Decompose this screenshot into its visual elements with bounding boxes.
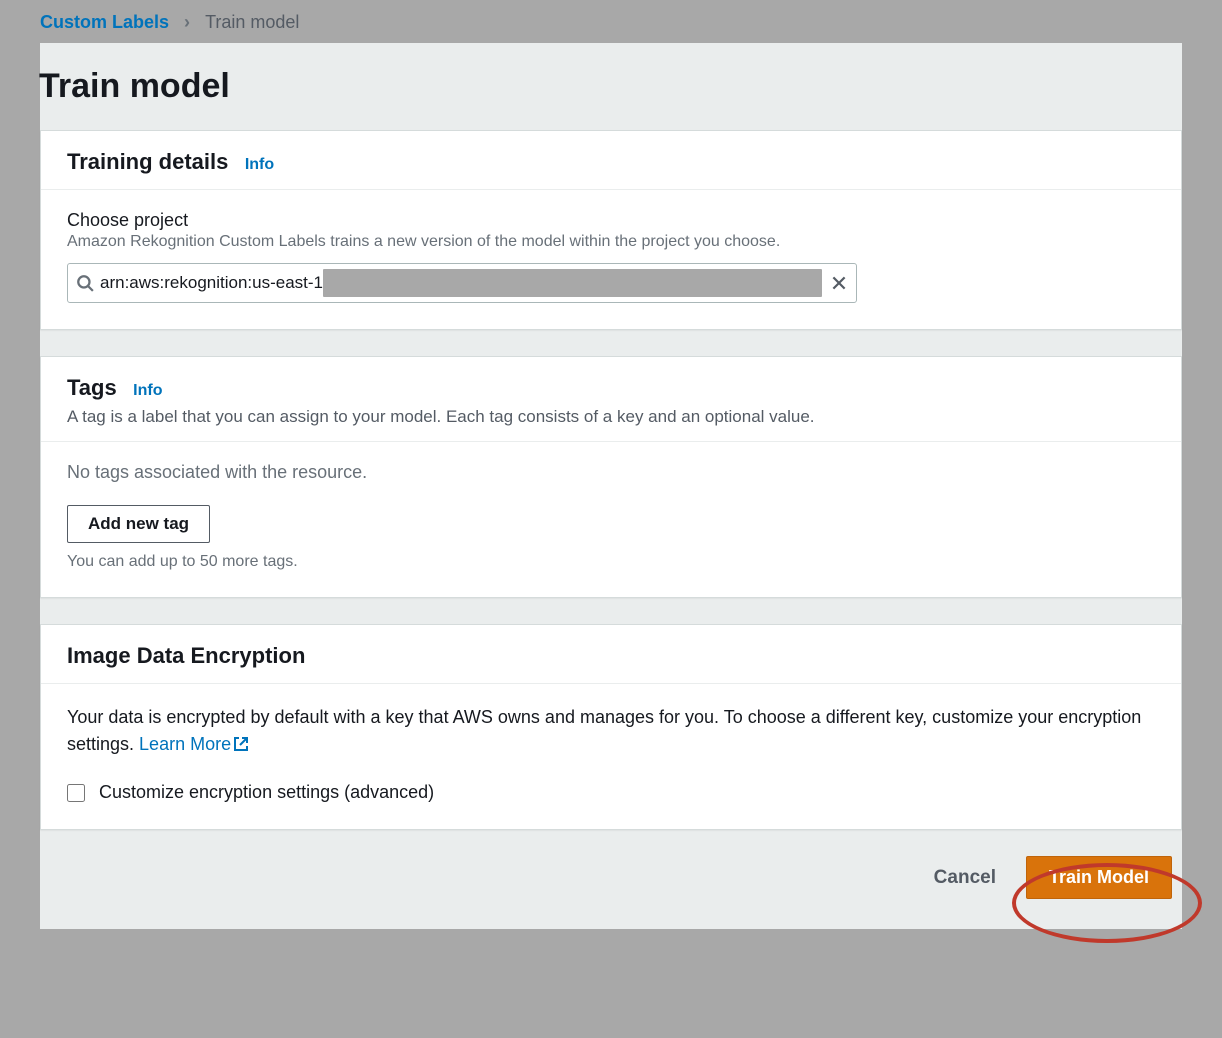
footer-actions: Cancel Train Model xyxy=(40,856,1182,899)
cancel-button[interactable]: Cancel xyxy=(934,867,996,889)
tags-title: Tags xyxy=(67,375,117,401)
page-title: Train model xyxy=(39,43,1182,130)
training-details-body: Choose project Amazon Rekognition Custom… xyxy=(41,190,1181,329)
encryption-description: Your data is encrypted by default with a… xyxy=(67,704,1155,758)
tags-info-link[interactable]: Info xyxy=(133,382,162,399)
encryption-title: Image Data Encryption xyxy=(67,643,305,669)
external-link-icon xyxy=(233,736,249,752)
breadcrumb-root-link[interactable]: Custom Labels xyxy=(40,12,169,32)
training-details-panel: Training details Info Choose project Ama… xyxy=(40,130,1182,330)
tags-subtitle: A tag is a label that you can assign to … xyxy=(67,407,1155,427)
tags-hint: You can add up to 50 more tags. xyxy=(67,553,1155,571)
learn-more-link[interactable]: Learn More xyxy=(139,734,249,754)
redacted-region xyxy=(323,269,822,297)
clear-icon[interactable] xyxy=(830,274,848,292)
encryption-panel: Image Data Encryption Your data is encry… xyxy=(40,624,1182,830)
encryption-body: Your data is encrypted by default with a… xyxy=(41,684,1181,829)
project-search-input[interactable]: arn:aws:rekognition:us-east-1 xyxy=(67,263,857,303)
customize-encryption-checkbox[interactable] xyxy=(67,784,85,802)
train-model-button[interactable]: Train Model xyxy=(1026,856,1172,899)
tags-body: No tags associated with the resource. Ad… xyxy=(41,442,1181,597)
breadcrumb: Custom Labels › Train model xyxy=(0,0,1222,43)
choose-project-label: Choose project xyxy=(67,210,1155,231)
chevron-right-icon: › xyxy=(184,12,190,32)
training-details-header: Training details Info xyxy=(41,131,1181,190)
add-new-tag-button[interactable]: Add new tag xyxy=(67,505,210,543)
tags-header: Tags Info A tag is a label that you can … xyxy=(41,357,1181,442)
encryption-header: Image Data Encryption xyxy=(41,625,1181,684)
choose-project-desc: Amazon Rekognition Custom Labels trains … xyxy=(67,233,1155,251)
training-details-title: Training details xyxy=(67,149,228,175)
customize-encryption-label[interactable]: Customize encryption settings (advanced) xyxy=(99,782,434,803)
search-icon xyxy=(76,274,94,292)
tags-panel: Tags Info A tag is a label that you can … xyxy=(40,356,1182,598)
tags-empty-text: No tags associated with the resource. xyxy=(67,462,1155,483)
project-arn-value: arn:aws:rekognition:us-east-1 xyxy=(100,273,323,293)
customize-encryption-row: Customize encryption settings (advanced) xyxy=(67,782,1155,803)
page-container: Train model Training details Info Choose… xyxy=(40,43,1182,929)
breadcrumb-current: Train model xyxy=(205,12,299,32)
training-details-info-link[interactable]: Info xyxy=(245,156,274,173)
